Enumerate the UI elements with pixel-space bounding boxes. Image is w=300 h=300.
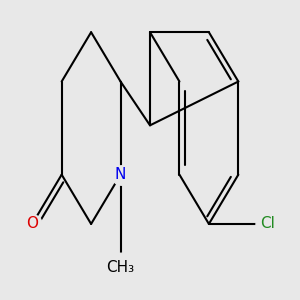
- Text: O: O: [26, 217, 38, 232]
- Text: Cl: Cl: [260, 217, 275, 232]
- Text: CH₃: CH₃: [106, 260, 135, 275]
- Text: N: N: [115, 167, 126, 182]
